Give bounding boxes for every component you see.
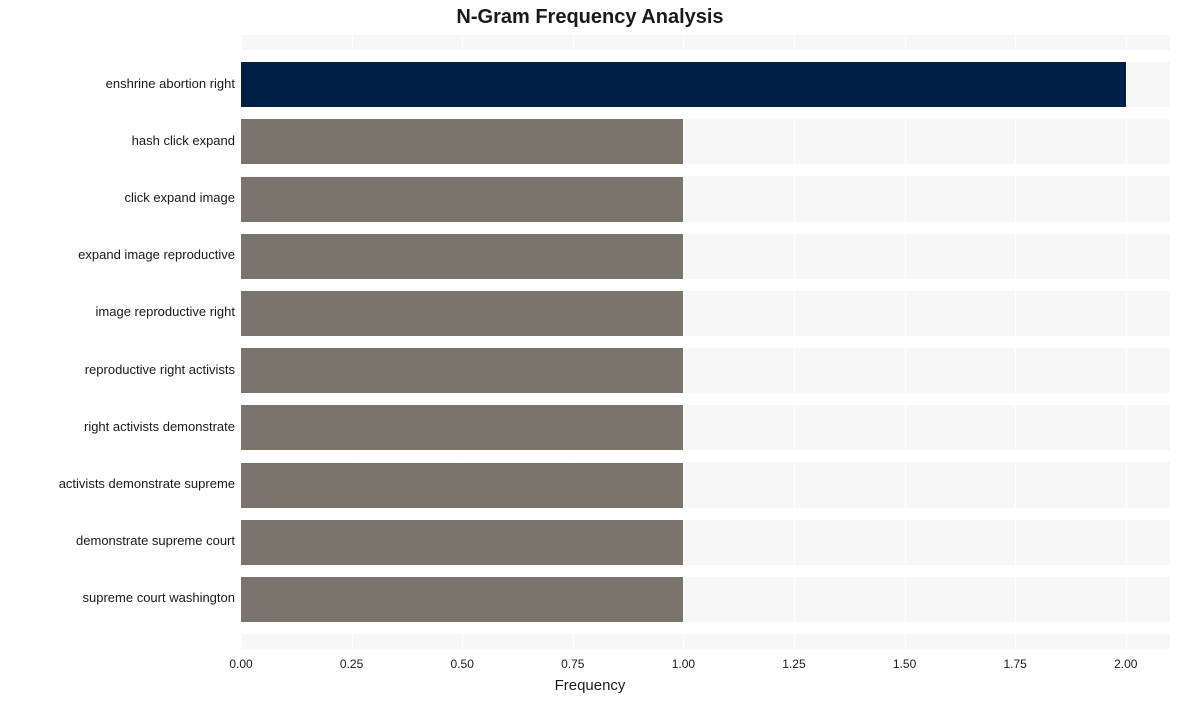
row-gap — [241, 450, 1170, 462]
x-tick-label: 0.75 — [561, 657, 584, 671]
x-tick-label: 1.75 — [1003, 657, 1026, 671]
bar — [241, 62, 1126, 107]
y-tick-label: hash click expand — [132, 133, 235, 148]
bar — [241, 234, 683, 279]
y-tick-label: reproductive right activists — [85, 362, 235, 377]
ngram-chart: N-Gram Frequency Analysis Frequency 0.00… — [0, 0, 1180, 701]
y-tick-label: activists demonstrate supreme — [59, 476, 235, 491]
bar — [241, 463, 683, 508]
row-gap — [241, 565, 1170, 577]
y-tick-label: right activists demonstrate — [84, 419, 235, 434]
bar — [241, 291, 683, 336]
x-tick-label: 1.00 — [672, 657, 695, 671]
x-tick-label: 0.00 — [229, 657, 252, 671]
row-gap — [241, 336, 1170, 348]
row-gap — [241, 508, 1170, 520]
row-gap — [241, 622, 1170, 634]
row-gap — [241, 107, 1170, 119]
x-tick-label: 1.25 — [782, 657, 805, 671]
x-tick-label: 2.00 — [1114, 657, 1137, 671]
row-gap — [241, 50, 1170, 62]
y-tick-label: supreme court washington — [83, 590, 235, 605]
row-gap — [241, 393, 1170, 405]
x-tick-label: 1.50 — [893, 657, 916, 671]
bar — [241, 577, 683, 622]
y-tick-label: demonstrate supreme court — [76, 533, 235, 548]
y-tick-label: enshrine abortion right — [106, 76, 235, 91]
y-tick-label: click expand image — [124, 190, 235, 205]
plot-area — [241, 35, 1170, 649]
bar — [241, 177, 683, 222]
bar — [241, 119, 683, 164]
bar — [241, 348, 683, 393]
bar — [241, 405, 683, 450]
row-gap — [241, 164, 1170, 176]
row-gap — [241, 222, 1170, 234]
y-tick-label: image reproductive right — [96, 304, 235, 319]
bar — [241, 520, 683, 565]
x-tick-label: 0.50 — [451, 657, 474, 671]
chart-title: N-Gram Frequency Analysis — [0, 6, 1180, 29]
x-axis-title: Frequency — [0, 677, 1180, 694]
y-tick-label: expand image reproductive — [78, 247, 235, 262]
row-gap — [241, 279, 1170, 291]
x-tick-label: 0.25 — [340, 657, 363, 671]
